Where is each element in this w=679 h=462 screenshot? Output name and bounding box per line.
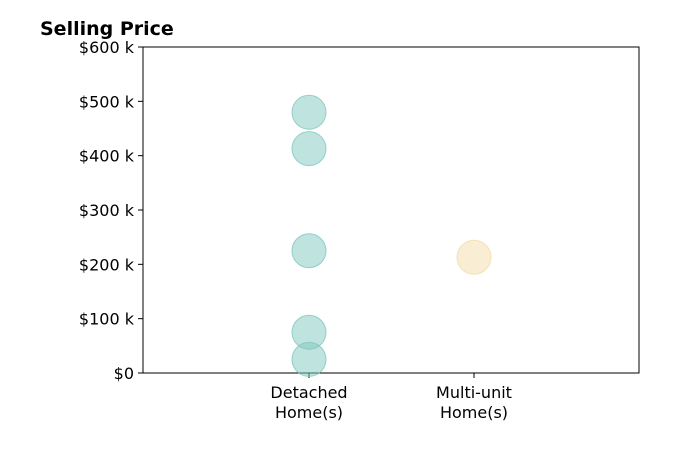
data-point-detached xyxy=(291,341,327,377)
x-axis: Detached Home(s)Multi-unit Home(s) xyxy=(270,373,512,422)
y-tick-label: $600 k xyxy=(79,38,135,57)
x-tick-label-multi: Multi-unit Home(s) xyxy=(436,383,512,422)
data-points xyxy=(291,94,492,377)
y-tick-label: $500 k xyxy=(79,92,135,111)
chart-title: Selling Price xyxy=(40,18,174,40)
y-tick-label: $200 k xyxy=(79,255,135,274)
y-tick-label: $300 k xyxy=(79,201,135,220)
x-tick-label-detached: Detached Home(s) xyxy=(270,383,347,422)
y-tick-label: $100 k xyxy=(79,310,135,329)
x-tick-label-line: Detached xyxy=(270,383,347,402)
y-tick-label: $0 xyxy=(114,364,134,383)
data-point-detached xyxy=(291,233,327,269)
plot-area-frame xyxy=(142,46,640,374)
x-tick-label-line: Home(s) xyxy=(440,403,508,422)
data-point-multi xyxy=(456,239,492,275)
y-axis: $0 $100 k $200 k $300 k $400 k $500 k $600 k xyxy=(79,38,143,383)
data-point-detached xyxy=(291,94,327,130)
y-tick-label: $400 k xyxy=(79,147,135,166)
x-tick-label-line: Multi-unit xyxy=(436,383,512,402)
data-point-detached xyxy=(291,131,327,167)
x-tick-label-line: Home(s) xyxy=(275,403,343,422)
